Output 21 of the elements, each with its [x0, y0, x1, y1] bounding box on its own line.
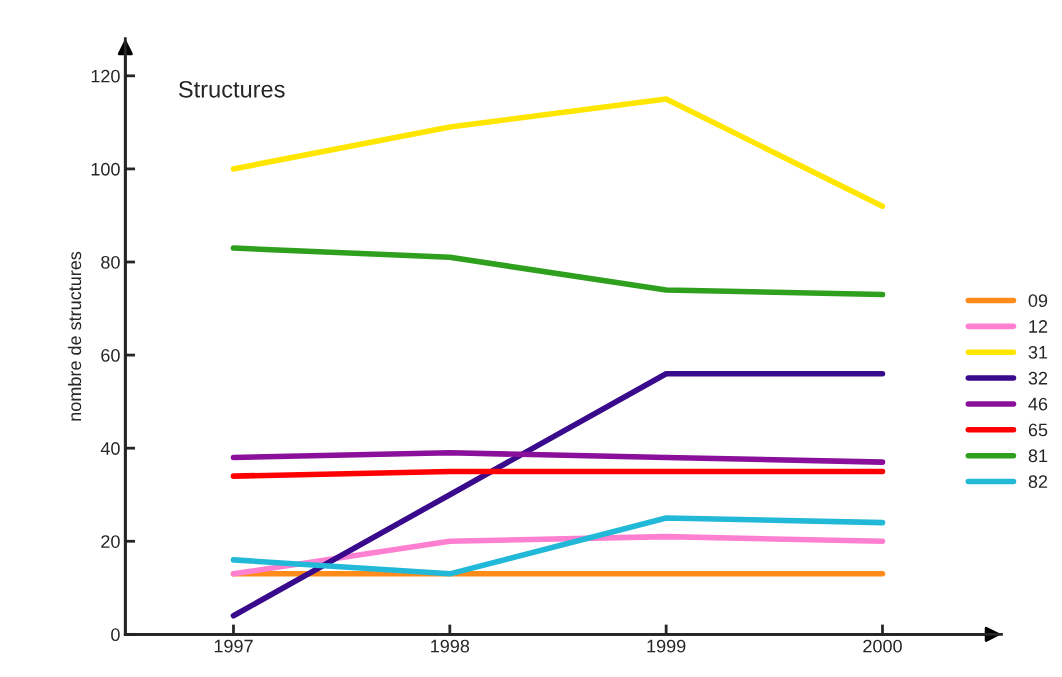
x-tick-label: 1999: [647, 639, 686, 653]
x-tick-label: 1998: [431, 639, 470, 653]
legend-label: 32: [1028, 371, 1048, 385]
x-tick-label: 2000: [863, 639, 902, 653]
legend-label: 31: [1028, 345, 1048, 359]
x-tick-label: 1997: [214, 639, 253, 653]
y-tick-label: 120: [91, 69, 120, 83]
text: Structures: [178, 80, 285, 98]
y-tick-label: 80: [101, 255, 120, 269]
y-tick-label: 0: [111, 628, 120, 642]
legend-label: 82: [1028, 475, 1048, 489]
y-axis-title: nombre de structures: [67, 251, 82, 421]
y-tick-label: 20: [101, 535, 120, 548]
y-tick-label: 60: [101, 349, 120, 362]
legend-label: 65: [1028, 423, 1048, 437]
legend-label: 81: [1028, 449, 1048, 463]
y-tick-label: 40: [100, 442, 120, 455]
y-tick-label: 100: [91, 162, 120, 176]
legend-label: 09: [1028, 294, 1048, 307]
legend-label: 12: [1029, 320, 1048, 333]
legend-label: 46: [1028, 397, 1048, 411]
